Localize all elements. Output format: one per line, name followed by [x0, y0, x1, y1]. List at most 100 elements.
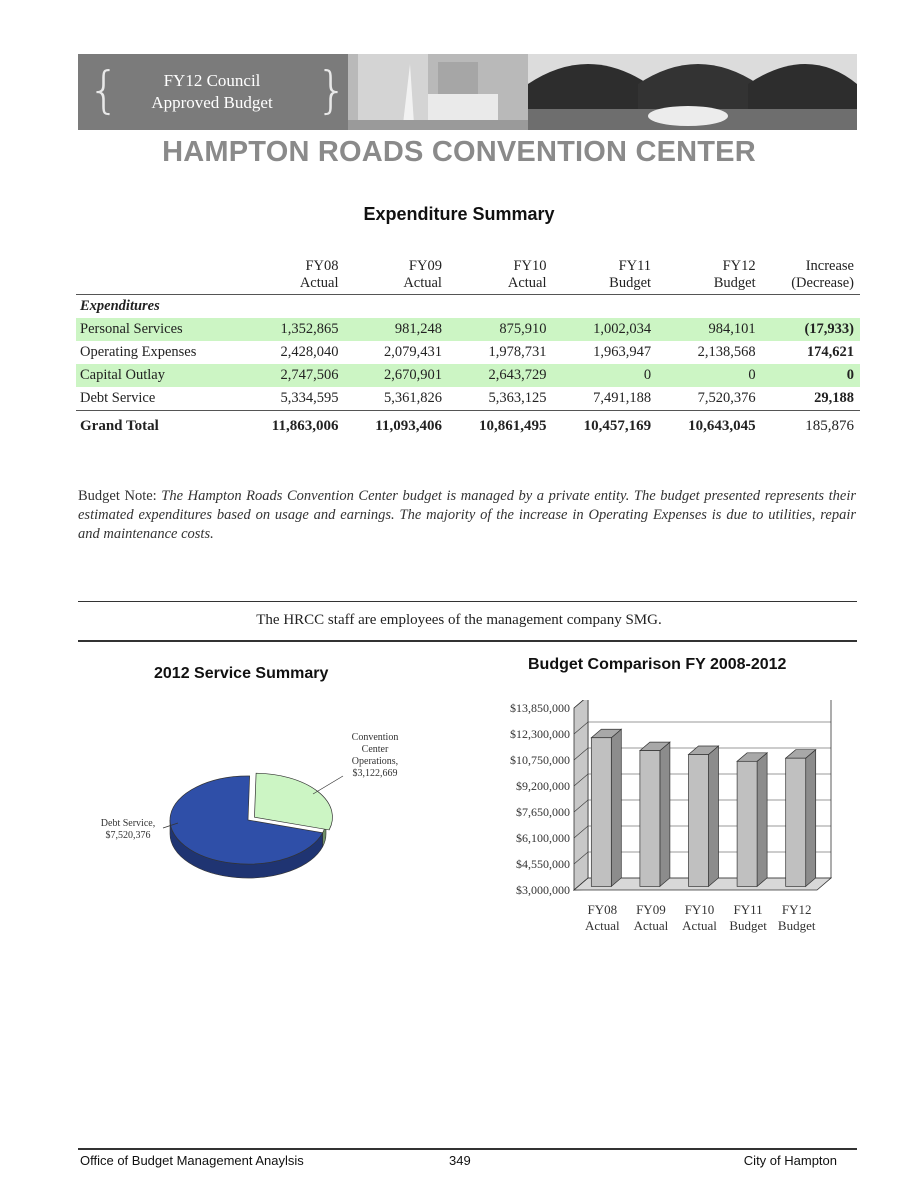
budget-comparison-title: Budget Comparison FY 2008-2012 [528, 656, 787, 673]
divider-top [78, 601, 857, 602]
x-tick-label: Budget [778, 918, 816, 933]
pie-leader-line [162, 822, 179, 829]
cell: 2,428,040 [280, 344, 339, 360]
grand-total-row: Grand Total 11,863,006 11,093,406 10,861… [76, 410, 860, 441]
col-header-line1: Increase [805, 258, 854, 274]
footer-page-number: 349 [449, 1153, 471, 1168]
total-cell: 10,457,169 [552, 410, 658, 441]
pie-label-operations: Operations, [352, 756, 398, 767]
cell: 2,747,506 [241, 364, 345, 387]
total-label: Grand Total [76, 410, 241, 441]
col-header-line2: Budget [609, 275, 652, 291]
header-banner: { FY12 Council Approved Budget } [78, 54, 857, 130]
total-cell: 11,863,006 [241, 410, 345, 441]
budget-note-body: The Hampton Roads Convention Center budg… [78, 488, 856, 542]
cell: 984,101 [657, 318, 762, 341]
y-tick-label: $9,200,000 [516, 779, 570, 793]
col-header-line2: (Decrease) [791, 275, 854, 291]
convention-center-photo [528, 54, 857, 130]
bar [688, 754, 709, 887]
col-header: FY11 Budget [553, 252, 658, 295]
x-tick-label: Actual [634, 918, 669, 933]
cell: 875,910 [447, 318, 553, 341]
pie-label-debt: $7,520,376 [106, 830, 151, 841]
cell: 0 [657, 364, 762, 387]
cell: 2,079,431 [383, 344, 442, 360]
banner-label-box: { FY12 Council Approved Budget } [78, 54, 348, 130]
cell: 1,978,731 [488, 344, 547, 360]
y-tick-label: $4,550,000 [516, 857, 570, 871]
bar [590, 737, 612, 887]
col-header-line2: Actual [403, 275, 442, 291]
col-header: FY09 Actual [344, 252, 447, 295]
header-spacer [76, 252, 241, 295]
cell: 5,363,125 [488, 390, 547, 406]
x-tick-label: FY11 [734, 902, 763, 917]
budget-note: Budget Note: The Hampton Roads Conventio… [78, 487, 856, 544]
col-header-line1: FY12 [722, 258, 756, 274]
gridline [573, 747, 831, 761]
x-tick-label: Budget [729, 918, 767, 933]
total-cell: 11,093,406 [344, 410, 448, 441]
col-header: FY12 Budget [657, 252, 762, 295]
budget-comparison-chart: $3,000,000 $4,550,000 $6,100,000 $7,650,000… [510, 700, 833, 933]
y-tick-label: $3,000,000 [516, 883, 570, 897]
pie-label-operations: Center [362, 744, 389, 755]
footer-right: City of Hampton [743, 1153, 837, 1168]
col-header-line2: Actual [507, 275, 547, 291]
cell: 7,520,376 [697, 390, 756, 406]
cell-change: 0 [761, 364, 860, 387]
bar-side [708, 745, 719, 888]
row-label: Debt Service [80, 390, 156, 406]
page-title: HAMPTON ROADS CONVENTION CENTER [162, 136, 756, 168]
pie-label-operations: $3,122,669 [353, 768, 398, 779]
gridline [573, 700, 584, 709]
footer-rule [78, 1148, 857, 1150]
row-label: Operating Expenses [80, 344, 197, 360]
pie-slice [254, 772, 333, 831]
x-tick-label: Actual [682, 918, 717, 933]
col-header-line1: FY11 [618, 258, 652, 274]
bar-side [610, 728, 622, 888]
x-tick-label: Actual [585, 918, 620, 933]
table-row: Debt Service 5,334,595 5,361,826 5,363,1… [76, 387, 860, 411]
col-header: FY08 Actual [241, 252, 344, 295]
left-brace: { [88, 61, 120, 119]
banner-line-2: Approved Budget [151, 93, 273, 112]
table-row: Personal Services 1,352,865 981,248 875,… [76, 318, 860, 341]
col-header-line1: FY10 [513, 258, 547, 274]
x-tick-label: FY12 [782, 902, 812, 917]
x-tick-label: FY10 [685, 902, 715, 917]
y-tick-label: $7,650,000 [516, 805, 570, 819]
divider-bottom [78, 640, 857, 642]
section-label: Expenditures [80, 298, 160, 314]
pie-label-operations: Convention [352, 732, 399, 743]
service-summary-title: 2012 Service Summary [154, 665, 329, 682]
cell-change: 29,188 [814, 390, 854, 406]
row-label: Personal Services [76, 318, 241, 341]
cell: 5,334,595 [280, 390, 339, 406]
cell: 1,002,034 [552, 318, 658, 341]
gridline [573, 721, 831, 735]
cell: 1,352,865 [241, 318, 345, 341]
table-row: Operating Expenses 2,428,040 2,079,431 1… [76, 341, 860, 364]
col-header: FY10 Actual [448, 252, 553, 295]
expenditure-table: FY08 Actual FY09 Actual FY10 Actual FY11 Bud… [76, 252, 860, 441]
chart-side-wall [573, 700, 589, 891]
cell: 2,643,729 [447, 364, 553, 387]
expenditure-summary-title: Expenditure Summary [363, 204, 555, 224]
cell: 0 [552, 364, 658, 387]
budget-note-lead: Budget Note: [78, 488, 157, 504]
y-tick-label: $13,850,000 [510, 701, 570, 715]
y-tick-label: $6,100,000 [516, 831, 570, 845]
cell-change: (17,933) [761, 318, 860, 341]
total-cell: 10,643,045 [657, 410, 762, 441]
row-label: Capital Outlay [76, 364, 241, 387]
bar [736, 760, 758, 887]
y-tick-label: $12,300,000 [510, 727, 570, 741]
bar [639, 750, 661, 887]
bar-side [659, 741, 671, 888]
staff-note: The HRCC staff are employees of the mana… [256, 612, 662, 628]
